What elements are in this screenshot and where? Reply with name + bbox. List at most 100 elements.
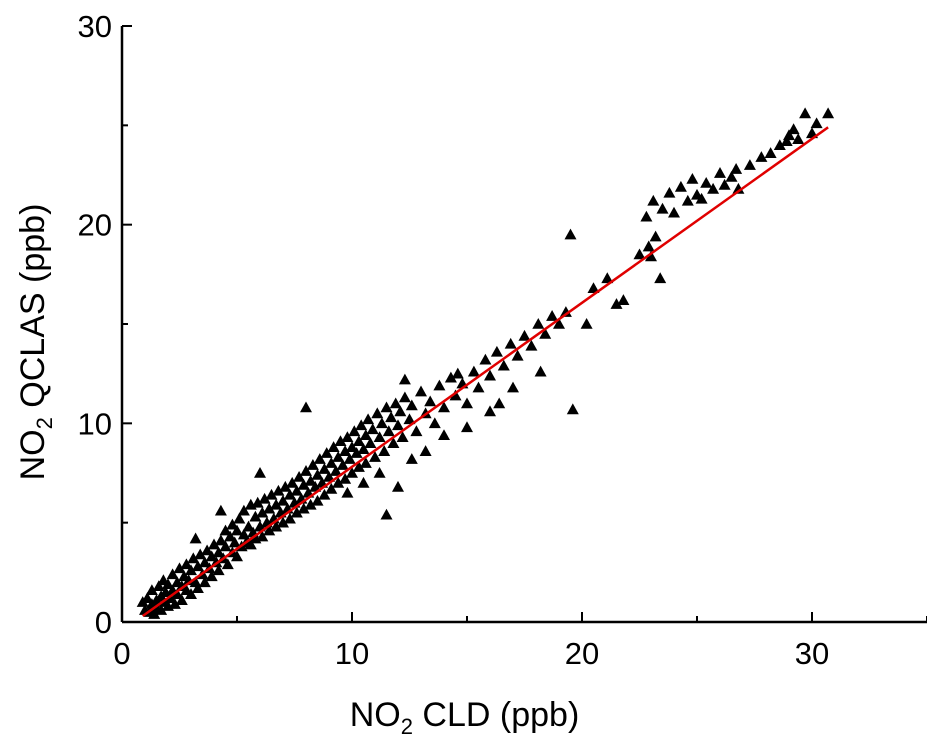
x-axis-title-subscript: 2 (401, 714, 413, 738)
data-point (293, 470, 306, 482)
data-point (145, 584, 158, 596)
data-point (212, 564, 225, 576)
data-point (822, 107, 835, 119)
data-point (352, 461, 365, 472)
data-point (764, 147, 777, 158)
data-point (472, 381, 485, 393)
data-point (580, 318, 593, 329)
data-point (318, 463, 331, 474)
data-point (141, 592, 154, 603)
data-point (355, 419, 368, 431)
data-point (810, 117, 823, 129)
data-point (654, 272, 667, 284)
data-point (380, 401, 393, 413)
data-point (279, 480, 292, 492)
data-point (553, 318, 565, 329)
data-point (214, 504, 227, 516)
data-point (780, 135, 793, 147)
data-point (484, 405, 496, 417)
data-point (283, 512, 296, 524)
data-point (438, 429, 450, 441)
data-point (700, 176, 713, 188)
data-point (173, 562, 186, 574)
data-point (792, 133, 805, 145)
data-point (389, 397, 402, 409)
data-point (318, 488, 331, 500)
data-point (649, 230, 662, 242)
data-point (387, 437, 400, 448)
data-point (532, 318, 545, 329)
data-point (451, 367, 464, 379)
data-point (306, 459, 319, 470)
data-point (205, 570, 218, 582)
data-point (730, 163, 743, 174)
data-point (166, 568, 179, 580)
data-point (270, 498, 283, 510)
data-point (380, 508, 393, 520)
data-point (297, 478, 310, 490)
data-point (265, 488, 278, 500)
data-point (277, 494, 289, 506)
data-point (371, 407, 384, 419)
data-point (341, 486, 354, 498)
data-point (539, 327, 552, 339)
data-point (185, 564, 197, 576)
data-point (297, 502, 310, 514)
data-point (212, 546, 225, 558)
regression-line (141, 126, 829, 618)
data-point (656, 202, 669, 214)
data-point (300, 401, 312, 413)
data-point (185, 588, 197, 599)
data-point (198, 576, 211, 588)
data-point (320, 447, 333, 458)
data-point (490, 345, 503, 357)
x-tick-label: 20 (565, 636, 599, 671)
data-point (366, 423, 379, 435)
data-point (449, 389, 462, 401)
data-point (332, 451, 345, 462)
data-point (382, 425, 395, 437)
data-point (309, 480, 322, 492)
data-point (663, 186, 676, 198)
data-point (336, 459, 349, 470)
x-axis-title: NO2 CLD (ppb) (350, 696, 580, 738)
data-point (645, 250, 657, 262)
data-point (369, 451, 381, 462)
data-point (732, 182, 745, 194)
data-point (461, 421, 473, 433)
data-point (251, 496, 264, 508)
data-point (718, 178, 731, 190)
data-point (155, 604, 168, 615)
data-point (398, 391, 411, 403)
data-point (392, 480, 404, 492)
data-point (148, 608, 161, 619)
data-point (587, 282, 600, 294)
data-point (343, 453, 356, 464)
data-point (674, 180, 687, 192)
data-point (219, 524, 232, 536)
data-point (405, 399, 418, 411)
data-point (350, 447, 363, 458)
data-point (419, 445, 432, 456)
data-point (564, 228, 577, 240)
data-point (410, 425, 423, 437)
data-point (242, 520, 255, 532)
data-point (175, 594, 188, 605)
data-point (263, 502, 276, 514)
data-point (244, 538, 257, 550)
data-point (444, 371, 457, 383)
data-point (438, 401, 450, 413)
data-point (403, 413, 416, 425)
data-point (180, 558, 193, 570)
data-point (511, 349, 524, 361)
y-tick-label: 10 (78, 406, 112, 441)
data-point (534, 365, 547, 377)
data-point (518, 329, 531, 341)
data-point (755, 151, 768, 162)
data-point (290, 484, 303, 496)
data-point (329, 465, 342, 476)
data-point (194, 548, 207, 560)
data-point (311, 468, 324, 480)
data-point (256, 506, 269, 518)
